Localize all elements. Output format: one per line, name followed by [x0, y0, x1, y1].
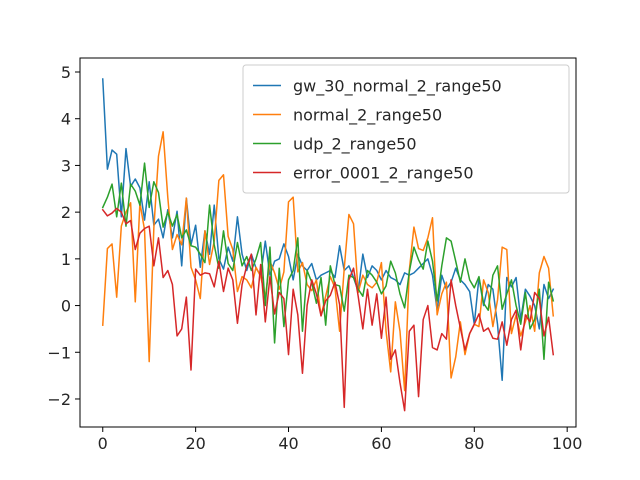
x-tick-label: 20: [185, 434, 205, 453]
plot-frame: [79, 57, 577, 428]
legend-label: udp_2_range50: [293, 135, 417, 155]
legend-label: gw_30_normal_2_range50: [293, 77, 502, 97]
legend-label: normal_2_range50: [293, 106, 442, 126]
legend: gw_30_normal_2_range50 normal_2_range50ud…: [242, 64, 570, 194]
x-tick-label: 0: [98, 434, 108, 453]
y-tick-label: 0: [61, 297, 71, 316]
series-layer: [101, 78, 555, 412]
y-tick-label: 4: [61, 110, 71, 129]
y-tick-label: 3: [61, 156, 71, 175]
x-tick-label: 40: [278, 434, 298, 453]
y-tick-label: 5: [61, 63, 71, 82]
x-axis: 0 20 40 60 80 100: [98, 427, 583, 453]
legend-box: [242, 64, 570, 194]
legend-label: error_0001_2_range50: [293, 164, 474, 184]
y-axis: −2 −1 0 1 2 3 4 5: [47, 63, 80, 409]
x-tick-label: 80: [464, 434, 484, 453]
series-line-3: [101, 162, 555, 361]
y-tick-label: 1: [61, 250, 71, 269]
x-tick-label: 60: [371, 434, 391, 453]
y-tick-label: 2: [61, 203, 71, 222]
x-tick-label: 100: [552, 434, 583, 453]
series-line-4: [101, 207, 555, 412]
y-tick-label: −1: [47, 343, 71, 362]
y-tick-label: −2: [47, 390, 71, 409]
